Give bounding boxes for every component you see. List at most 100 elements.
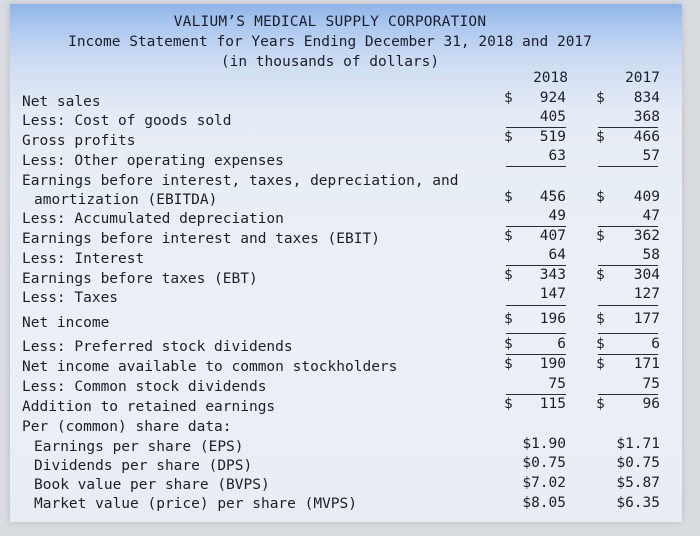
value-2018-common-dividends: 75 bbox=[548, 376, 566, 392]
row-label-cogs: Less: Cost of goods sold bbox=[22, 113, 232, 129]
value-2018-cogs: 405 bbox=[539, 109, 566, 125]
dollar-sign: $ bbox=[596, 336, 605, 352]
value-2017-common-dividends: 75 bbox=[642, 376, 660, 392]
value-2018-other-operating-expenses: 63 bbox=[548, 148, 566, 164]
dollar-sign: $ bbox=[504, 356, 513, 372]
column-header-2017: 2017 bbox=[625, 70, 660, 86]
value-2017-ebitda: 409 bbox=[633, 189, 660, 205]
column-header-2018: 2018 bbox=[533, 70, 568, 86]
value-2018-net-income: 196 bbox=[539, 311, 566, 327]
row-label-taxes: Less: Taxes bbox=[22, 290, 119, 306]
value-2017-mvps: $6.35 bbox=[616, 495, 660, 511]
underline bbox=[506, 127, 566, 128]
dollar-sign: $ bbox=[596, 90, 605, 106]
dollar-sign: $ bbox=[504, 90, 513, 106]
row-label-other-operating-expenses: Less: Other operating expenses bbox=[22, 153, 284, 169]
underline bbox=[598, 166, 658, 167]
dollar-sign: $ bbox=[504, 311, 513, 327]
row-label-mvps: Market value (price) per share (MVPS) bbox=[34, 496, 358, 512]
row-label-common-dividends: Less: Common stock dividends bbox=[22, 379, 267, 395]
underline bbox=[506, 333, 566, 334]
underline bbox=[598, 226, 658, 227]
value-2017-taxes: 127 bbox=[633, 286, 660, 302]
underline bbox=[598, 305, 658, 306]
value-2018-ebit: 407 bbox=[539, 228, 566, 244]
row-label-ebitda: Earnings before interest, taxes, depreci… bbox=[22, 173, 459, 189]
income-statement-sheet: VALIUM’S MEDICAL SUPPLY CORPORATION Inco… bbox=[10, 4, 682, 522]
value-2017-eps: $1.71 bbox=[616, 436, 660, 452]
value-2017-net-income: 177 bbox=[633, 311, 660, 327]
row-label-per-share-header: Per (common) share data: bbox=[22, 419, 232, 435]
row-label-ebitda-cont: amortization (EBITDA) bbox=[34, 192, 218, 208]
value-2018-retained-earnings: 115 bbox=[539, 396, 566, 412]
dollar-sign: $ bbox=[596, 311, 605, 327]
value-2017-net-sales: 834 bbox=[633, 90, 660, 106]
company-name: VALIUM’S MEDICAL SUPPLY CORPORATION bbox=[173, 14, 487, 30]
value-2017-dps: $0.75 bbox=[616, 455, 660, 471]
dollar-sign: $ bbox=[504, 228, 513, 244]
value-2018-bvps: $7.02 bbox=[522, 475, 566, 491]
underline bbox=[506, 226, 566, 227]
statement-units: (in thousands of dollars) bbox=[220, 54, 440, 70]
statement-header: VALIUM’S MEDICAL SUPPLY CORPORATION Inco… bbox=[10, 12, 650, 72]
row-label-retained-earnings: Addition to retained earnings bbox=[22, 399, 276, 415]
row-label-bvps: Book value per share (BVPS) bbox=[34, 477, 270, 493]
value-2018-gross-profits: 519 bbox=[539, 129, 566, 145]
underline bbox=[598, 265, 658, 266]
dollar-sign: $ bbox=[504, 267, 513, 283]
row-label-eps: Earnings per share (EPS) bbox=[34, 439, 244, 455]
underline bbox=[506, 394, 566, 395]
underline bbox=[506, 265, 566, 266]
value-2017-accumulated-depreciation: 47 bbox=[642, 208, 660, 224]
dollar-sign: $ bbox=[596, 129, 605, 145]
value-2017-ebt: 304 bbox=[633, 267, 660, 283]
row-label-ni-available-common: Net income available to common stockhold… bbox=[22, 359, 398, 375]
row-label-net-sales: Net sales bbox=[22, 94, 101, 110]
value-2018-accumulated-depreciation: 49 bbox=[548, 208, 566, 224]
value-2017-ni-available-common: 171 bbox=[633, 356, 660, 372]
value-2017-other-operating-expenses: 57 bbox=[642, 148, 660, 164]
dollar-sign: $ bbox=[504, 129, 513, 145]
underline bbox=[506, 354, 566, 355]
dollar-sign: $ bbox=[596, 356, 605, 372]
value-2018-dps: $0.75 bbox=[522, 455, 566, 471]
value-2018-ebitda: 456 bbox=[539, 189, 566, 205]
value-2018-ni-available-common: 190 bbox=[539, 356, 566, 372]
value-2017-bvps: $5.87 bbox=[616, 475, 660, 491]
row-label-ebt: Earnings before taxes (EBT) bbox=[22, 271, 258, 287]
statement-subtitle: Income Statement for Years Ending Decemb… bbox=[68, 34, 592, 50]
dollar-sign: $ bbox=[596, 267, 605, 283]
underline bbox=[506, 305, 566, 306]
value-2017-preferred-dividends: 6 bbox=[651, 336, 660, 352]
value-2017-cogs: 368 bbox=[633, 109, 660, 125]
dollar-sign: $ bbox=[504, 189, 513, 205]
dollar-sign: $ bbox=[596, 189, 605, 205]
row-label-gross-profits: Gross profits bbox=[22, 133, 136, 149]
row-label-ebit: Earnings before interest and taxes (EBIT… bbox=[22, 231, 380, 247]
row-label-accumulated-depreciation: Less: Accumulated depreciation bbox=[22, 211, 284, 227]
value-2017-retained-earnings: 96 bbox=[642, 396, 660, 412]
value-2017-ebit: 362 bbox=[633, 228, 660, 244]
value-2018-taxes: 147 bbox=[539, 286, 566, 302]
value-2018-mvps: $8.05 bbox=[522, 495, 566, 511]
underline bbox=[598, 333, 658, 334]
row-label-preferred-dividends: Less: Preferred stock dividends bbox=[22, 339, 293, 355]
value-2018-interest: 64 bbox=[548, 247, 566, 263]
value-2018-eps: $1.90 bbox=[522, 436, 566, 452]
underline bbox=[506, 166, 566, 167]
underline bbox=[598, 354, 658, 355]
underline bbox=[598, 127, 658, 128]
dollar-sign: $ bbox=[504, 336, 513, 352]
dollar-sign: $ bbox=[504, 396, 513, 412]
row-label-net-income: Net income bbox=[22, 315, 110, 331]
value-2018-ebt: 343 bbox=[539, 267, 566, 283]
row-label-interest: Less: Interest bbox=[22, 251, 145, 267]
dollar-sign: $ bbox=[596, 396, 605, 412]
value-2017-gross-profits: 466 bbox=[633, 129, 660, 145]
value-2018-preferred-dividends: 6 bbox=[557, 336, 566, 352]
underline bbox=[598, 394, 658, 395]
row-label-dps: Dividends per share (DPS) bbox=[34, 458, 253, 474]
value-2018-net-sales: 924 bbox=[539, 90, 566, 106]
dollar-sign: $ bbox=[596, 228, 605, 244]
value-2017-interest: 58 bbox=[642, 247, 660, 263]
